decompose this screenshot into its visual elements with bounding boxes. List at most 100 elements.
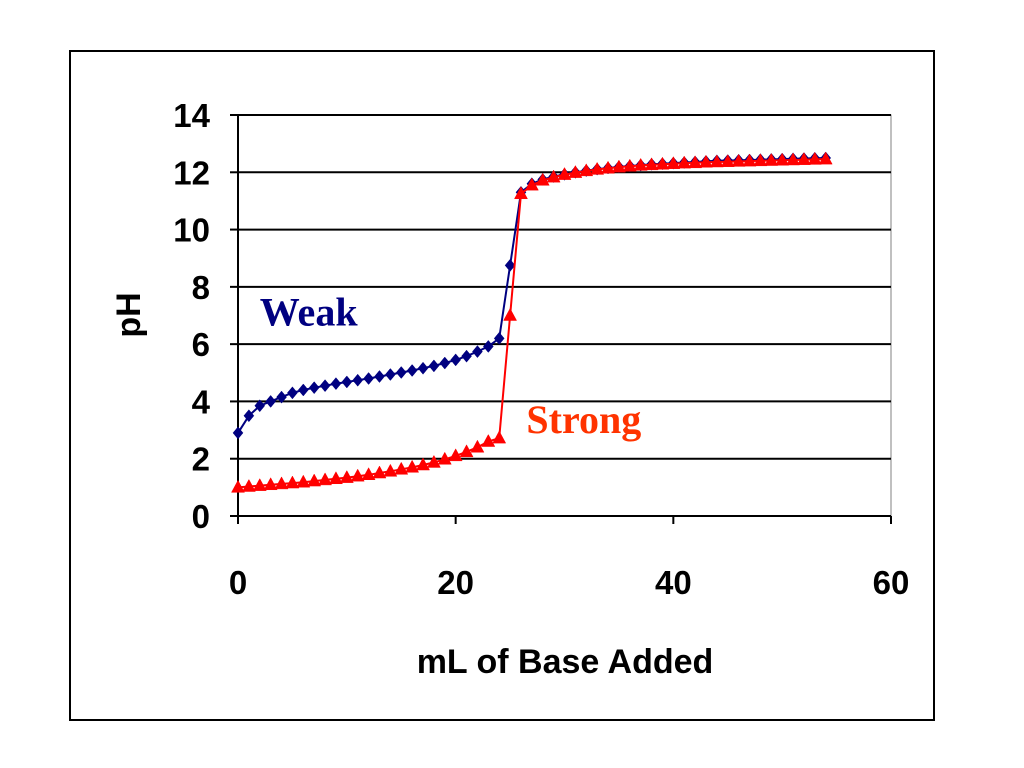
data-point-weak bbox=[265, 395, 276, 408]
data-point-strong bbox=[394, 461, 409, 475]
data-point-strong bbox=[601, 160, 615, 174]
y-tick-label: 0 bbox=[192, 498, 210, 535]
data-point-weak bbox=[461, 349, 472, 363]
data-point-weak bbox=[482, 340, 494, 353]
data-point-weak bbox=[287, 386, 298, 400]
data-point-strong bbox=[557, 167, 572, 180]
data-point-weak bbox=[504, 258, 516, 272]
y-tick-label: 4 bbox=[192, 383, 211, 420]
data-point-strong bbox=[546, 169, 561, 183]
data-point-strong bbox=[318, 472, 332, 486]
annotation-layer: Weak Strong bbox=[260, 290, 641, 442]
series-layer bbox=[231, 151, 833, 493]
data-point-strong bbox=[361, 467, 376, 481]
data-point-strong bbox=[481, 434, 496, 447]
data-point-weak bbox=[374, 370, 385, 383]
series-strong bbox=[231, 151, 833, 493]
x-tick-label: 0 bbox=[229, 564, 247, 601]
data-point-weak bbox=[330, 377, 342, 391]
data-point-strong bbox=[590, 161, 605, 175]
data-point-weak bbox=[276, 390, 287, 404]
data-point-strong bbox=[775, 152, 790, 166]
data-point-weak bbox=[243, 409, 255, 423]
data-point-strong bbox=[797, 152, 811, 165]
data-point-strong bbox=[503, 307, 518, 321]
data-point-strong bbox=[611, 159, 626, 173]
data-point-strong bbox=[786, 152, 800, 166]
data-point-strong bbox=[339, 470, 354, 483]
data-point-strong bbox=[514, 186, 528, 200]
data-point-weak bbox=[472, 345, 483, 358]
data-point-strong bbox=[807, 151, 822, 165]
y-tick-label: 10 bbox=[173, 212, 210, 249]
series-label-strong: Strong bbox=[526, 397, 641, 442]
data-point-strong bbox=[699, 154, 713, 168]
data-point-strong bbox=[372, 465, 387, 479]
data-point-strong bbox=[405, 459, 420, 473]
data-point-strong bbox=[383, 463, 398, 477]
data-point-strong bbox=[655, 156, 670, 170]
data-point-strong bbox=[307, 473, 322, 487]
data-point-strong bbox=[742, 153, 757, 167]
data-point-strong bbox=[263, 477, 278, 491]
tick-labels: 0 2 4 6 8 10 12 14 0 20 40 60 bbox=[173, 97, 909, 601]
x-axis-title: mL of Base Added bbox=[417, 643, 714, 681]
data-point-strong bbox=[231, 479, 245, 493]
x-tick-label: 40 bbox=[655, 564, 692, 601]
data-point-strong bbox=[753, 153, 768, 167]
y-tick-label: 2 bbox=[192, 441, 210, 478]
data-point-weak bbox=[428, 359, 440, 373]
data-point-weak bbox=[341, 375, 353, 389]
y-tick-label: 14 bbox=[173, 97, 210, 134]
data-point-weak bbox=[319, 379, 331, 393]
data-point-weak bbox=[308, 381, 320, 395]
data-point-strong bbox=[535, 172, 550, 186]
data-point-strong bbox=[622, 158, 637, 172]
data-point-strong bbox=[329, 471, 343, 485]
data-point-strong bbox=[492, 430, 507, 444]
data-point-strong bbox=[285, 475, 300, 489]
axes bbox=[230, 114, 892, 524]
data-point-weak bbox=[363, 372, 374, 385]
data-point-strong bbox=[731, 153, 746, 167]
data-point-strong bbox=[416, 457, 430, 471]
x-tick-label: 60 bbox=[873, 564, 910, 601]
data-point-strong bbox=[709, 154, 724, 168]
y-axis-title: pH bbox=[110, 292, 148, 337]
data-point-weak bbox=[352, 373, 364, 387]
data-point-strong bbox=[448, 448, 463, 462]
data-point-strong bbox=[633, 157, 648, 171]
data-point-weak bbox=[417, 361, 429, 375]
data-point-weak bbox=[254, 399, 266, 413]
data-point-weak bbox=[385, 368, 396, 381]
data-point-strong bbox=[437, 451, 452, 465]
data-point-strong bbox=[764, 153, 779, 166]
data-point-strong bbox=[720, 154, 735, 167]
data-point-weak bbox=[450, 353, 461, 367]
data-point-strong bbox=[274, 476, 289, 490]
data-point-strong bbox=[241, 478, 256, 492]
data-point-strong bbox=[688, 155, 703, 169]
data-point-strong bbox=[666, 156, 681, 169]
data-point-strong bbox=[470, 439, 485, 453]
data-point-weak bbox=[297, 383, 309, 397]
y-tick-label: 6 bbox=[192, 326, 210, 363]
series-label-weak: Weak bbox=[260, 290, 359, 335]
data-point-strong bbox=[459, 444, 474, 458]
data-point-strong bbox=[350, 468, 365, 482]
data-point-strong bbox=[818, 151, 833, 165]
data-point-strong bbox=[524, 177, 539, 191]
data-point-strong bbox=[579, 163, 594, 177]
data-point-strong bbox=[252, 478, 267, 491]
data-point-strong bbox=[644, 157, 659, 171]
data-point-strong bbox=[426, 454, 441, 468]
y-tick-label: 8 bbox=[192, 269, 210, 306]
data-point-strong bbox=[677, 155, 692, 169]
data-point-weak bbox=[406, 364, 418, 377]
y-tick-label: 12 bbox=[173, 154, 210, 191]
data-point-weak bbox=[232, 426, 244, 440]
data-point-strong bbox=[568, 165, 583, 178]
data-point-weak bbox=[439, 356, 451, 370]
x-tick-label: 20 bbox=[437, 564, 474, 601]
data-point-strong bbox=[296, 474, 311, 488]
